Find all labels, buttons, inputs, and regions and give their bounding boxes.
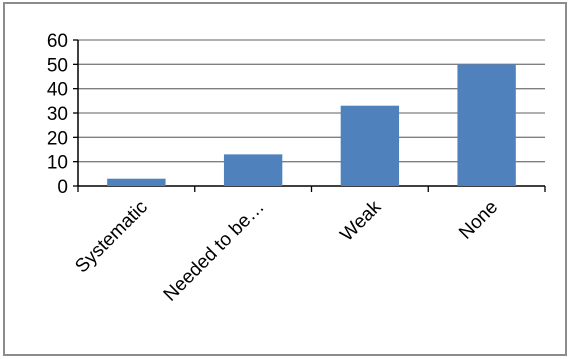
x-tick-label: None xyxy=(455,197,502,244)
y-tick-label: 10 xyxy=(47,153,68,174)
x-tick-label: Needed to be… xyxy=(160,197,269,306)
bar-systematic xyxy=(107,178,166,186)
bar-needed-to-be xyxy=(223,154,283,186)
x-tick-labels: Systematic Needed to be… Weak None xyxy=(71,196,502,305)
y-tick-label: 60 xyxy=(47,31,68,52)
x-tick-label: Systematic xyxy=(71,197,152,278)
y-tick-label: 20 xyxy=(47,128,68,149)
y-tick-label: 40 xyxy=(47,80,68,101)
y-tick-label: 30 xyxy=(47,104,68,125)
x-tick-label: Weak xyxy=(336,196,385,245)
bar-none xyxy=(457,64,516,186)
bar-weak xyxy=(340,105,400,186)
y-tick-label: 0 xyxy=(57,177,68,198)
y-tick-label: 50 xyxy=(47,55,68,76)
y-tick-labels: 0 10 20 30 40 50 60 xyxy=(47,31,68,198)
bars xyxy=(107,64,516,186)
